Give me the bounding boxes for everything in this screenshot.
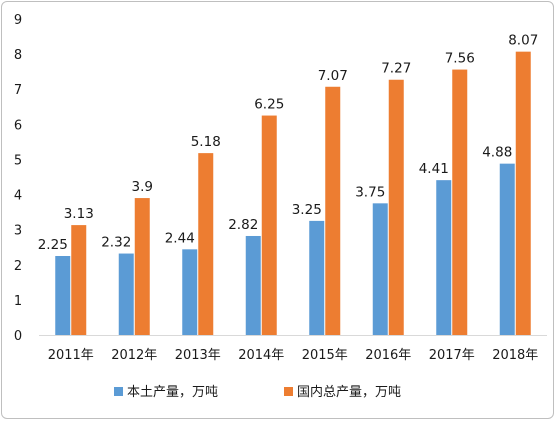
data-label-domestic: 4.88	[482, 145, 512, 161]
bar-total-output	[71, 225, 87, 335]
data-label-domestic: 2.32	[101, 235, 131, 251]
y-tick-label: 1	[14, 294, 22, 309]
data-label-domestic: 3.25	[292, 202, 322, 218]
bar-domestic-output	[182, 249, 198, 335]
data-label-domestic: 3.75	[355, 184, 385, 200]
bar-domestic-output	[372, 203, 388, 335]
bar-domestic-output	[245, 235, 261, 335]
x-category-label: 2018年	[492, 348, 538, 363]
x-axis: 2011年 2012年 2013年 2014年 2015年 2016年 2017年 2018年	[39, 335, 547, 363]
bar-domestic-output	[499, 163, 515, 335]
x-category-label: 2017年	[429, 348, 475, 363]
legend-label-total: 国内总产量，万吨	[297, 384, 401, 400]
data-label-total: 3.13	[64, 206, 94, 222]
data-label-total: 6.25	[254, 97, 284, 113]
y-axis: 0 1 2 3 4 5 6 7 8 9	[14, 13, 22, 344]
bar-total-output	[388, 79, 404, 336]
x-category-label: 2014年	[238, 348, 284, 363]
bar-domestic-output	[118, 253, 134, 335]
data-label-total: 7.56	[445, 51, 475, 67]
data-label-total: 7.27	[381, 61, 411, 77]
bar-total-output	[198, 153, 214, 335]
y-tick-label: 2	[14, 259, 22, 274]
legend-swatch-total	[284, 387, 293, 396]
legend: 本土产量，万吨 国内总产量，万吨	[114, 384, 401, 400]
y-tick-label: 3	[14, 224, 22, 239]
y-tick-label: 9	[14, 13, 22, 28]
data-label-domestic: 2.25	[38, 237, 68, 253]
chart-frame: 0 1 2 3 4 5 6 7 8 9 2011年 2012年 2013年 2014年 2015年 2016…	[1, 1, 554, 419]
y-tick-label: 7	[14, 83, 22, 98]
data-label-total: 5.18	[191, 134, 221, 150]
x-category-label: 2013年	[175, 348, 221, 363]
y-tick-label: 8	[14, 48, 22, 63]
data-labels: 2.25 3.13 2.32 3.9 2.44 5.18 2.82 6.25 3.25 7.07 3…	[38, 33, 539, 253]
x-category-label: 2016年	[365, 348, 411, 363]
bar-domestic-output	[55, 256, 71, 335]
legend-label-domestic: 本土产量，万吨	[127, 385, 218, 400]
y-tick-label: 4	[14, 189, 22, 204]
data-label-domestic: 2.82	[228, 217, 258, 233]
bars	[55, 51, 531, 336]
data-label-total: 7.07	[318, 68, 348, 84]
x-category-label: 2011年	[48, 348, 94, 363]
x-category-label: 2012年	[111, 348, 157, 363]
legend-swatch-domestic	[114, 387, 123, 396]
bar-total-output	[452, 69, 468, 335]
bar-total-output	[261, 115, 277, 335]
bar-total-output	[134, 198, 150, 335]
data-label-total: 3.9	[132, 179, 153, 195]
data-label-domestic: 2.44	[165, 230, 195, 246]
bar-total-output	[515, 51, 531, 336]
data-label-total: 8.07	[508, 33, 538, 49]
bar-total-output	[325, 86, 341, 336]
bar-chart: 0 1 2 3 4 5 6 7 8 9 2011年 2012年 2013年 2014年 2015年 2016…	[14, 13, 547, 400]
bar-domestic-output	[436, 180, 452, 335]
y-tick-label: 0	[14, 329, 22, 344]
y-tick-label: 6	[14, 118, 22, 133]
data-label-domestic: 4.41	[419, 161, 449, 177]
x-category-label: 2015年	[302, 348, 348, 363]
y-tick-label: 5	[14, 153, 22, 168]
bar-domestic-output	[309, 220, 325, 335]
